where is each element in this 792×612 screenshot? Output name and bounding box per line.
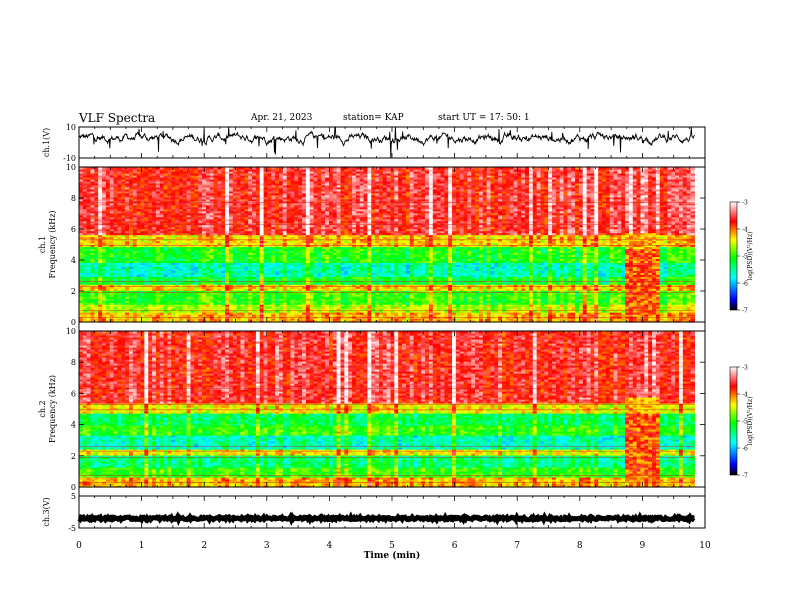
- vlf-figure: -1010ch.1(V)0246810ch.1 Frequency (kHz)-3…: [0, 0, 792, 612]
- ch1-waveform-line: [79, 127, 694, 158]
- y-tick-label: -10: [63, 154, 76, 163]
- ch1-y-label: ch.1(V): [42, 128, 51, 157]
- y-tick-label: 10: [66, 123, 76, 132]
- spectrogram-1: [79, 167, 695, 323]
